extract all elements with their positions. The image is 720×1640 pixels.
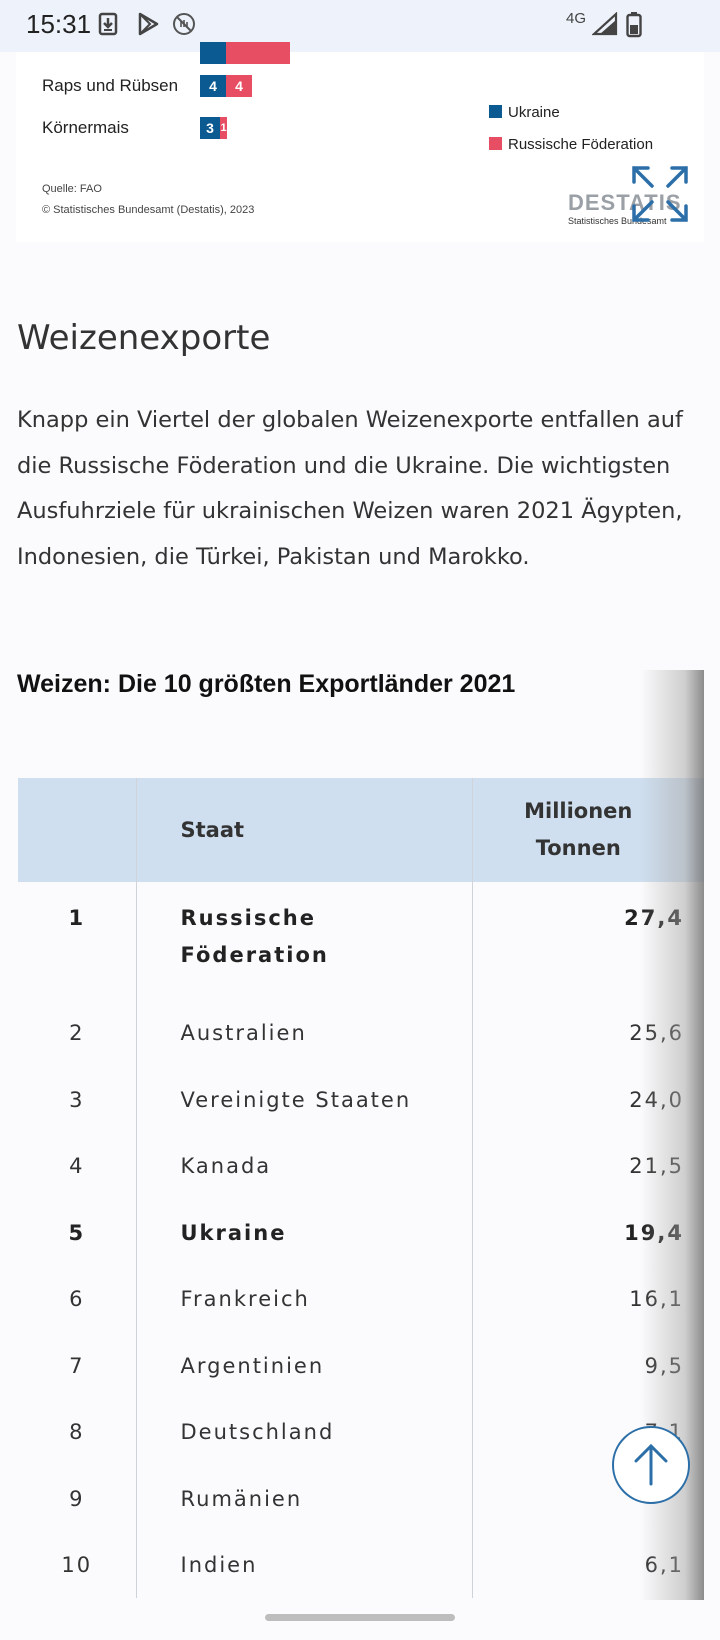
state-cell: Rumänien — [136, 1465, 473, 1532]
table-row: 8 Deutschland 7,1 — [18, 1399, 704, 1466]
legend-label-ukraine: Ukraine — [508, 104, 560, 121]
table-row: 4 Kanada 21,5 — [18, 1133, 704, 1200]
legend-ukraine: Ukraine — [489, 104, 560, 121]
rank-cell: 8 — [18, 1399, 137, 1466]
bar-raps-ukraine: 4 — [200, 75, 226, 97]
brand-name: DESTATIS — [568, 190, 682, 215]
no-touch-icon — [172, 12, 196, 41]
header-state: Staat — [136, 778, 473, 882]
bar-label-raps: Raps und Rübsen — [42, 76, 179, 95]
export-chart-card: Raps und Rübsen 4 4 Körnermais 3 1 Ukrai… — [16, 42, 704, 242]
state-cell: Australien — [136, 1000, 473, 1067]
rank-cell: 5 — [18, 1199, 137, 1266]
legend-russia: Russische Föderation — [489, 136, 653, 153]
table-row: 7 Argentinien 9,5 — [18, 1332, 704, 1399]
status-time: 15:31 — [26, 9, 92, 39]
table-row: 2 Australien 25,6 — [18, 1000, 704, 1067]
signal-icon — [591, 11, 618, 41]
brand-subtitle: Statistisches Bundesamt — [568, 216, 667, 226]
header-value: Millionen Tonnen — [472, 778, 704, 882]
chart-source: Quelle: FAO — [42, 183, 102, 195]
legend-swatch-ukraine — [489, 105, 502, 118]
value-cell: 19,4 — [624, 1220, 684, 1245]
play-store-icon — [136, 12, 160, 41]
state-cell: Ukraine — [136, 1199, 473, 1266]
scroll-to-top-button[interactable] — [612, 1426, 690, 1504]
rank-cell: 3 — [18, 1066, 137, 1133]
section-heading: Weizenexporte — [17, 318, 271, 358]
table-row: 9 Rumänien — [18, 1465, 704, 1532]
bar-raps-russia: 4 — [226, 75, 252, 97]
value-cell: 6,1 — [644, 1553, 684, 1578]
value-cell: 25,6 — [629, 1021, 684, 1046]
intro-paragraph: Knapp ein Viertel der globalen Weizenexp… — [17, 407, 683, 570]
arrow-up-icon — [634, 1443, 668, 1486]
bar-weizen-russia — [226, 42, 290, 64]
state-cell: Deutschland — [136, 1399, 473, 1466]
table-row: 10 Indien 6,1 — [18, 1532, 704, 1598]
chart-copyright: © Statistisches Bundesamt (Destatis), 20… — [42, 204, 255, 216]
expand-icon — [632, 166, 688, 222]
bar-weizen-ukraine — [200, 42, 226, 64]
table-title: Weizen: Die 10 größten Exportländer 2021 — [17, 670, 516, 698]
header-rank — [18, 778, 137, 882]
export-table-scroller[interactable]: Staat Millionen Tonnen 1 Russische Föder… — [18, 778, 704, 1598]
gesture-nav-bar[interactable] — [265, 1614, 455, 1621]
bar-mais-russia: 1 — [220, 117, 227, 139]
value-cell: 9,5 — [644, 1353, 684, 1378]
destatis-logo: DESTATIS Statistisches Bundesamt — [568, 190, 682, 226]
rank-cell: 2 — [18, 1000, 137, 1067]
state-cell: Indien — [136, 1532, 473, 1598]
table-row: 1 Russische Föderation 27,4 — [18, 882, 704, 1000]
value-cell: 27,4 — [624, 906, 684, 930]
table-row: 5 Ukraine 19,4 — [18, 1199, 704, 1266]
value-cell: 16,1 — [629, 1287, 684, 1312]
rank-cell: 1 — [18, 882, 137, 1000]
rank-cell: 9 — [18, 1465, 137, 1532]
legend-label-russia: Russische Föderation — [508, 136, 654, 153]
state-cell: Russische Föderation — [136, 882, 473, 1000]
state-cell: Argentinien — [136, 1332, 473, 1399]
rank-cell: 6 — [18, 1266, 137, 1333]
table-row: 6 Frankreich 16,1 — [18, 1266, 704, 1333]
table-row: 3 Vereinigte Staaten 24,0 — [18, 1066, 704, 1133]
status-bar: 15:31 4G — [0, 0, 720, 52]
rank-cell: 7 — [18, 1332, 137, 1399]
state-cell: Frankreich — [136, 1266, 473, 1333]
expand-chart-button[interactable] — [630, 164, 690, 224]
download-icon — [98, 12, 118, 41]
header-value-line1: Millionen — [524, 799, 633, 823]
state-cell: Vereinigte Staaten — [136, 1066, 473, 1133]
rank-cell: 10 — [18, 1532, 137, 1598]
table-header-row: Staat Millionen Tonnen — [18, 778, 704, 882]
header-value-line2: Tonnen — [535, 836, 621, 860]
legend-swatch-russia — [489, 137, 502, 150]
network-type: 4G — [566, 10, 587, 27]
bar-label-koernermais: Körnermais — [42, 118, 129, 137]
rank-cell: 4 — [18, 1133, 137, 1200]
state-cell: Kanada — [136, 1133, 473, 1200]
value-cell: 21,5 — [629, 1154, 684, 1179]
value-cell: 24,0 — [629, 1087, 684, 1112]
battery-icon — [626, 12, 642, 43]
export-table: Staat Millionen Tonnen 1 Russische Föder… — [18, 778, 704, 1598]
bar-mais-ukraine: 3 — [200, 117, 220, 139]
